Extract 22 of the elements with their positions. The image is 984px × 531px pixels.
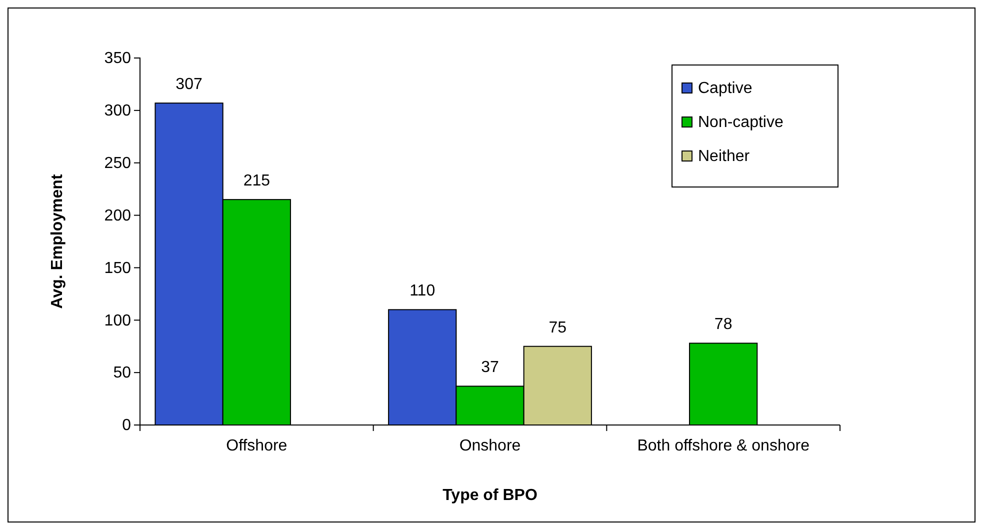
data-label: 75 — [548, 319, 567, 336]
data-label: 78 — [714, 316, 732, 334]
y-axis-title: Avg. Employment — [49, 174, 66, 309]
y-tick-label: 250 — [104, 154, 132, 172]
y-tick-label: 200 — [104, 207, 132, 224]
x-tick-label: Offshore — [226, 437, 288, 454]
legend-label: Neither — [698, 148, 750, 165]
data-label: 37 — [481, 359, 499, 376]
y-tick-label: 150 — [104, 260, 132, 277]
data-label: 110 — [410, 282, 436, 300]
x-tick-label: Both offshore & onshore — [637, 437, 810, 454]
x-axis-title: Type of BPO — [442, 487, 538, 504]
legend-label: Captive — [698, 80, 752, 97]
x-tick-label: Onshore — [459, 437, 521, 454]
y-tick-label: 100 — [104, 312, 132, 330]
y-tick-label: 350 — [104, 50, 132, 68]
y-tick-label: 300 — [104, 102, 132, 120]
y-tick-label: 50 — [113, 364, 132, 382]
legend-label: Non-captive — [698, 114, 784, 131]
data-label: 307 — [176, 76, 202, 94]
data-label: 215 — [243, 172, 270, 190]
y-tick-label: 0 — [122, 417, 132, 434]
